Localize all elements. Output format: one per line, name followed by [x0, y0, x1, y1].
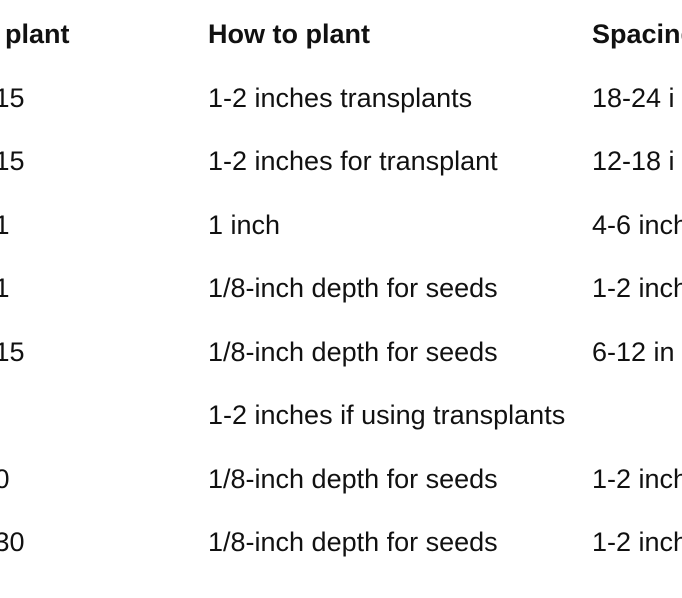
- how-cell: 1-2 inches if using transplants: [208, 400, 566, 430]
- table-row: 1-2 inches if using transplants: [0, 395, 682, 435]
- how-cell: 1-2 inches for transplant: [208, 146, 498, 176]
- spacing-cell: 12-18 i: [592, 146, 675, 176]
- spacing-cell: 4-6 inch: [592, 210, 682, 240]
- table-row: 3/1 1 inch 4-6 inch: [0, 205, 682, 245]
- how-cell: 1/8-inch depth for seeds: [208, 464, 498, 494]
- header-row: to plant How to plant Spacing: [0, 14, 682, 54]
- how-cell: 1/8-inch depth for seeds: [208, 273, 498, 303]
- table-row: 3/15 1/8-inch depth for seeds 6-12 in: [0, 332, 682, 372]
- table-row: 3/15 1-2 inches transplants 18-24 i: [0, 78, 682, 118]
- when-cell: 3/1: [0, 210, 10, 240]
- header-how-to-plant: How to plant: [208, 19, 370, 49]
- spacing-cell: 1-2 inch: [592, 273, 682, 303]
- table-row: 3/30 1/8-inch depth for seeds 1-2 inch: [0, 522, 682, 562]
- table-row: 3/15 1-2 inches for transplant 12-18 i: [0, 141, 682, 181]
- spacing-cell: 1-2 inch: [592, 527, 682, 557]
- when-cell: 4/1: [0, 273, 10, 303]
- table-row: 4/1 1/8-inch depth for seeds 1-2 inch: [0, 268, 682, 308]
- spacing-cell: 1-2 inch: [592, 464, 682, 494]
- spacing-cell: 6-12 in: [592, 337, 675, 367]
- how-cell: 1-2 inches transplants: [208, 83, 473, 113]
- header-spacing: Spacing: [592, 19, 682, 49]
- when-cell: 3/30: [0, 527, 25, 557]
- when-cell: 3/15: [0, 83, 25, 113]
- spacing-cell: 18-24 i: [592, 83, 675, 113]
- when-cell: 3/15: [0, 146, 25, 176]
- how-cell: 1/8-inch depth for seeds: [208, 337, 498, 367]
- table-row: /30 1/8-inch depth for seeds 1-2 inch: [0, 459, 682, 499]
- how-cell: 1 inch: [208, 210, 281, 240]
- how-cell: 1/8-inch depth for seeds: [208, 527, 498, 557]
- header-when-to-plant: to plant: [0, 19, 70, 49]
- when-cell: 3/15: [0, 337, 25, 367]
- when-cell: /30: [0, 464, 10, 494]
